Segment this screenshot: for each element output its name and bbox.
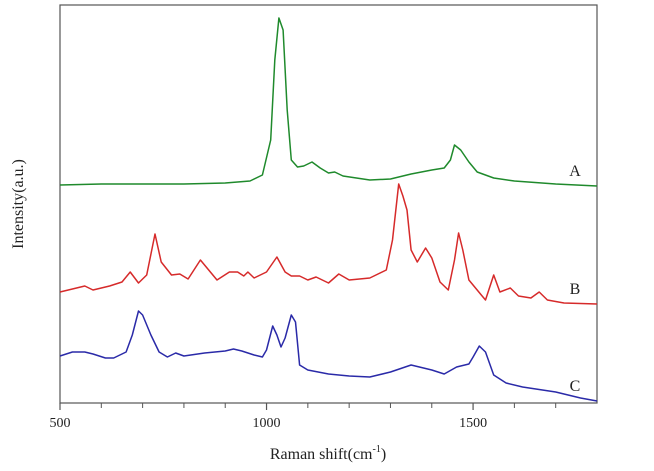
x-axis-title-sup: -1	[372, 444, 380, 455]
x-tick-label: 500	[50, 416, 71, 431]
series-label-B: B	[570, 281, 581, 298]
x-axis-title-close: )	[381, 446, 386, 463]
x-tick-label: 1000	[253, 416, 281, 431]
series-line-B	[59, 183, 598, 305]
x-axis-title: Raman shift(cm-1)	[270, 444, 386, 463]
series-line-A	[59, 17, 598, 187]
x-tick-label: 1500	[459, 416, 487, 431]
x-axis-title-main: Raman shift(cm	[270, 446, 373, 463]
series-label-C: C	[570, 378, 581, 395]
plot-frame	[59, 4, 598, 404]
y-axis-title: Intensity(a.u.)	[10, 159, 27, 249]
series-line-C	[59, 310, 598, 402]
series-label-A: A	[569, 163, 581, 180]
